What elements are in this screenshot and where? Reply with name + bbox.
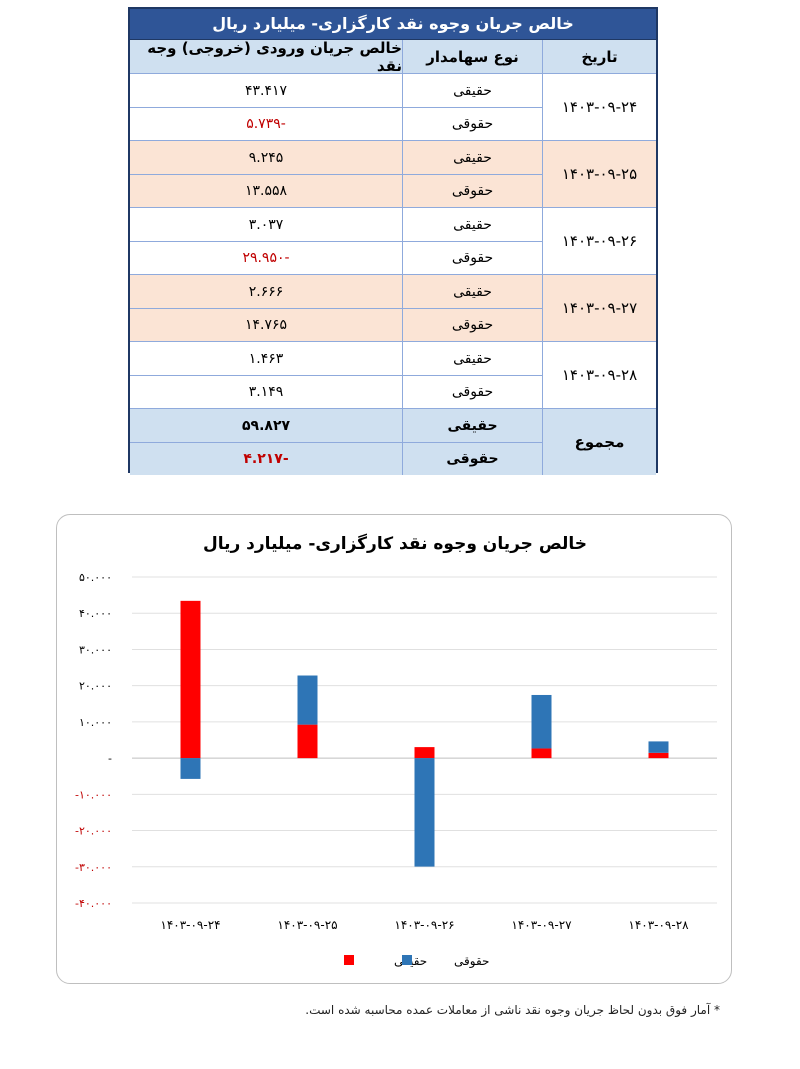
y-tick-label: -۲۰.۰۰۰ (75, 825, 112, 838)
table-row: حقوقی ۱۴.۷۶۵ (130, 308, 542, 341)
row-type: حقوقی (402, 376, 542, 408)
y-tick-label: - (108, 752, 112, 765)
table-row: حقوقی ۱۳.۵۵۸ (130, 174, 542, 207)
row-type: حقوقی (402, 175, 542, 207)
legend: حقیقی حقوقی (344, 954, 489, 969)
footnote: * آمار فوق بدون لحاظ جریان وجوه نقد ناشی… (305, 1003, 720, 1017)
table-row: حقوقی -۵.۷۳۹ (130, 107, 542, 140)
table-total-group: مجموع حقیقی ۵۹.۸۲۷ حقوقی -۴.۲۱۷ (130, 409, 656, 475)
x-tick-label: ۱۴۰۳-۰۹-۲۶ (394, 918, 454, 932)
chart-container: خالص جریان وجوه نقد کارگزاری- میلیارد ری… (56, 514, 732, 984)
row-value: ۵۹.۸۲۷ (241, 417, 291, 434)
bar-segment (648, 741, 669, 753)
bar-segment (180, 600, 201, 759)
table-row: حقوقی -۲۹.۹۵۰ (130, 241, 542, 274)
row-value: ۲.۶۶۶ (248, 283, 284, 300)
bar-layer (180, 600, 669, 867)
bar-segment (648, 752, 669, 759)
y-tick-label: -۴۰.۰۰۰ (75, 897, 112, 910)
row-value: ۱۴.۷۶۵ (244, 317, 288, 333)
cash-flow-table: خالص جریان وجوه نقد کارگزاری- میلیارد ری… (128, 7, 658, 475)
table-group: ۱۴۰۳-۰۹-۲۶ حقیقی ۳.۰۳۷ حقوقی -۲۹.۹۵۰ (130, 208, 656, 275)
table-title: خالص جریان وجوه نقد کارگزاری- میلیارد ری… (130, 9, 656, 40)
row-value: -۴.۲۱۷ (243, 451, 289, 467)
row-value: -۵.۷۳۹ (246, 116, 286, 132)
table-group: ۱۴۰۳-۰۹-۲۷ حقیقی ۲.۶۶۶ حقوقی ۱۴.۷۶۵ (130, 275, 656, 342)
header-date: تاریخ (542, 40, 656, 73)
row-type: حقیقی (402, 275, 542, 308)
table-row: حقیقی ۲.۶۶۶ (130, 275, 542, 308)
bar-segment (531, 748, 552, 759)
stacked-bar-chart: خالص جریان وجوه نقد کارگزاری- میلیارد ری… (75, 533, 717, 969)
group-date: ۱۴۰۳-۰۹-۲۸ (542, 342, 656, 408)
bar-segment (180, 758, 201, 779)
legend-swatch-haghighi (344, 955, 354, 965)
group-date: ۱۴۰۳-۰۹-۲۶ (542, 208, 656, 274)
x-tick-label: ۱۴۰۳-۰۹-۲۴ (160, 918, 220, 932)
row-type: حقوقی (402, 309, 542, 341)
y-tick-label: ۳۰.۰۰۰ (79, 643, 112, 656)
bar-segment (414, 747, 435, 759)
y-tick-label: ۵۰.۰۰۰ (79, 571, 112, 584)
row-type: حقیقی (402, 208, 542, 241)
x-tick-label: ۱۴۰۳-۰۹-۲۷ (511, 918, 572, 932)
group-date: ۱۴۰۳-۰۹-۲۷ (542, 275, 656, 341)
bar-segment (414, 758, 435, 867)
legend-label-hoghooghi: حقوقی (454, 954, 489, 969)
chart-title: خالص جریان وجوه نقد کارگزاری- میلیارد ری… (203, 533, 587, 554)
table-row: حقیقی ۱.۴۶۳ (130, 342, 542, 375)
row-type: حقیقی (402, 141, 542, 174)
row-value: ۳.۰۳۷ (248, 216, 284, 233)
row-value: ۴۳.۴۱۷ (244, 82, 288, 99)
table-row: حقوقی -۴.۲۱۷ (130, 442, 542, 475)
row-type: حقوقی (402, 443, 542, 475)
table-row: حقیقی ۹.۲۴۵ (130, 141, 542, 174)
row-type: حقوقی (402, 108, 542, 140)
y-tick-label: ۲۰.۰۰۰ (79, 680, 112, 693)
y-tick-label: ۱۰.۰۰۰ (79, 716, 112, 729)
x-tick-label: ۱۴۰۳-۰۹-۲۵ (277, 918, 337, 932)
table-row: حقیقی ۳.۰۳۷ (130, 208, 542, 241)
row-value: -۲۹.۹۵۰ (242, 250, 290, 266)
row-type: حقیقی (402, 409, 542, 442)
y-tick-label: ۴۰.۰۰۰ (79, 607, 112, 620)
table-group: ۱۴۰۳-۰۹-۲۸ حقیقی ۱.۴۶۳ حقوقی ۳.۱۴۹ (130, 342, 656, 409)
table-header: تاریخ نوع سهامدار خالص جریان ورودی (خروج… (130, 38, 656, 75)
table-row: حقیقی ۵۹.۸۲۷ (130, 409, 542, 442)
group-date: ۱۴۰۳-۰۹-۲۵ (542, 141, 656, 207)
axis-layer: ۵۰.۰۰۰ ۴۰.۰۰۰ ۳۰.۰۰۰ ۲۰.۰۰۰ ۱۰.۰۰۰ - -۱۰.۰۰۰ -۲… (75, 571, 689, 932)
row-value: ۹.۲۴۵ (248, 149, 284, 166)
row-type: حقوقی (402, 242, 542, 274)
header-flow: خالص جریان ورودی (خروجی) وجه نقد (147, 38, 402, 75)
bar-segment (297, 675, 318, 725)
bar-segment (297, 724, 318, 759)
table-row: حقوقی ۳.۱۴۹ (130, 375, 542, 408)
table-row: حقیقی ۴۳.۴۱۷ (130, 74, 542, 107)
table-group: ۱۴۰۳-۰۹-۲۴ حقیقی ۴۳.۴۱۷ حقوقی -۵.۷۳۹ (130, 74, 656, 141)
row-value: ۱۳.۵۵۸ (244, 183, 288, 199)
row-value: ۳.۱۴۹ (248, 384, 284, 400)
row-value: ۱.۴۶۳ (248, 350, 284, 367)
bar-segment (531, 694, 552, 749)
header-type: نوع سهامدار (402, 40, 542, 73)
group-date: ۱۴۰۳-۰۹-۲۴ (542, 74, 656, 140)
row-type: حقیقی (402, 342, 542, 375)
row-type: حقیقی (402, 74, 542, 107)
legend-swatch-hoghooghi (402, 955, 412, 965)
table-group: ۱۴۰۳-۰۹-۲۵ حقیقی ۹.۲۴۵ حقوقی ۱۳.۵۵۸ (130, 141, 656, 208)
x-tick-label: ۱۴۰۳-۰۹-۲۸ (628, 918, 689, 932)
y-tick-label: -۳۰.۰۰۰ (75, 861, 112, 874)
total-label: مجموع (542, 409, 656, 475)
y-tick-label: -۱۰.۰۰۰ (75, 788, 112, 801)
